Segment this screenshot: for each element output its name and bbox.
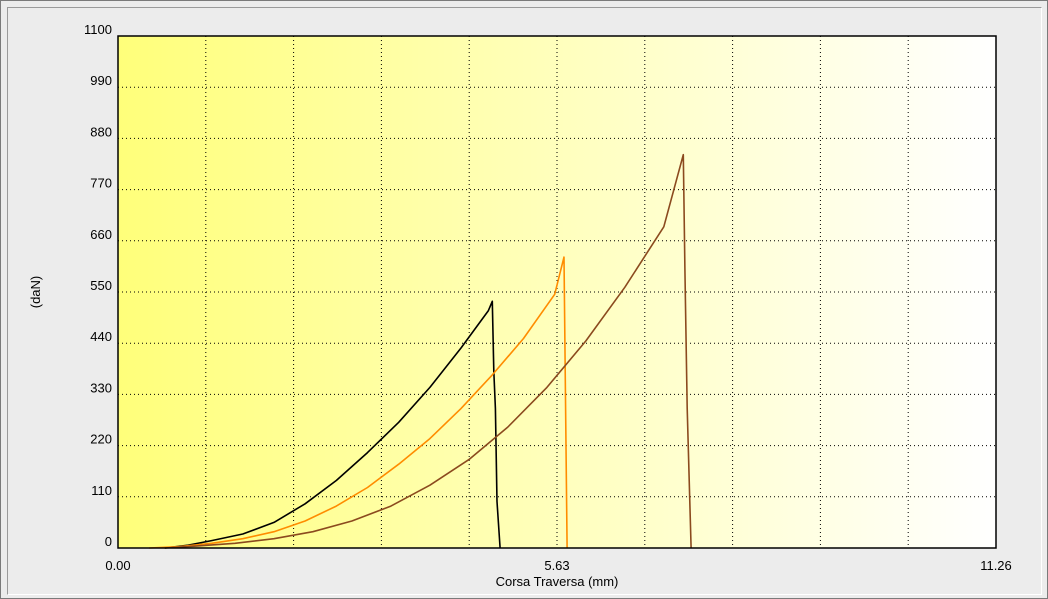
y-tick-label: 1100 [84, 22, 112, 37]
plot-border [117, 35, 997, 549]
y-tick-label: 440 [90, 329, 112, 344]
y-tick-label: 770 [90, 176, 112, 191]
y-tick-label: 110 [91, 483, 112, 498]
series-line-2 [149, 256, 568, 549]
x-tick-label: 0.00 [105, 558, 130, 573]
y-tick-label: 660 [90, 227, 112, 242]
y-axis-label: (daN) [28, 276, 43, 309]
y-tick-label: 990 [90, 73, 112, 88]
y-tick-label: 220 [90, 432, 112, 447]
chart-frame [7, 7, 1042, 595]
series-line-1 [164, 300, 501, 549]
y-tick-label: 880 [90, 124, 112, 139]
x-tick-labels: 0.00 5.63 11.26 [105, 558, 1011, 573]
y-tick-label: 0 [105, 534, 112, 549]
x-tick-label: 11.26 [980, 558, 1012, 573]
grid-lines [118, 36, 996, 548]
y-tick-label: 550 [90, 278, 112, 293]
y-tick-label: 330 [90, 380, 112, 395]
x-tick-label: 5.63 [544, 558, 569, 573]
y-tick-labels: 0 110 220 330 440 550 660 770 880 990 1100 [84, 22, 112, 549]
x-axis-label: Corsa Traversa (mm) [496, 574, 619, 589]
series-line-3 [164, 153, 692, 549]
series-lines [149, 153, 692, 549]
